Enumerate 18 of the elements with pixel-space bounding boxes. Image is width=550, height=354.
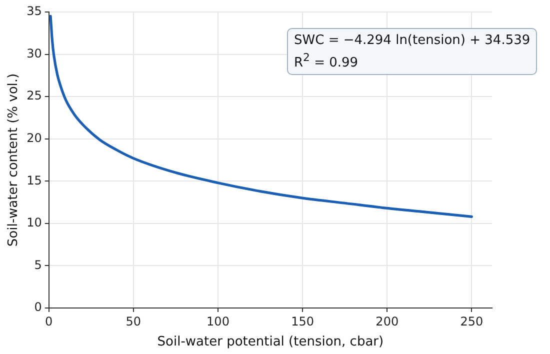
y-tick-label: 35	[26, 4, 42, 18]
y-tick-label: 20	[26, 130, 42, 145]
annotation: R$^{2}$ = 0.99	[294, 50, 360, 72]
y-tick-label: 30	[26, 46, 42, 60]
x-tick-label: 50	[126, 314, 142, 328]
y-tick-label: 10	[26, 216, 42, 230]
x-tick-label: 150	[291, 314, 314, 328]
x-tick-label: 100	[206, 314, 230, 328]
x-tick-label: 200	[376, 314, 399, 328]
x-axis-title: Soil-water potential (tension, cbar)	[157, 334, 384, 350]
x-tick-label: 0	[45, 314, 53, 328]
y-tick-label: 15	[26, 173, 42, 188]
y-tick-label: 0	[34, 300, 42, 314]
x-tick-label: 250	[460, 314, 484, 328]
y-tick-label: 25	[26, 88, 42, 103]
y-tick-label: 5	[34, 258, 42, 272]
annotation: SWC = −4.294 ln(tension) + 34.539	[294, 32, 530, 49]
y-axis-title: Soil-water content (% vol.)	[6, 73, 22, 247]
